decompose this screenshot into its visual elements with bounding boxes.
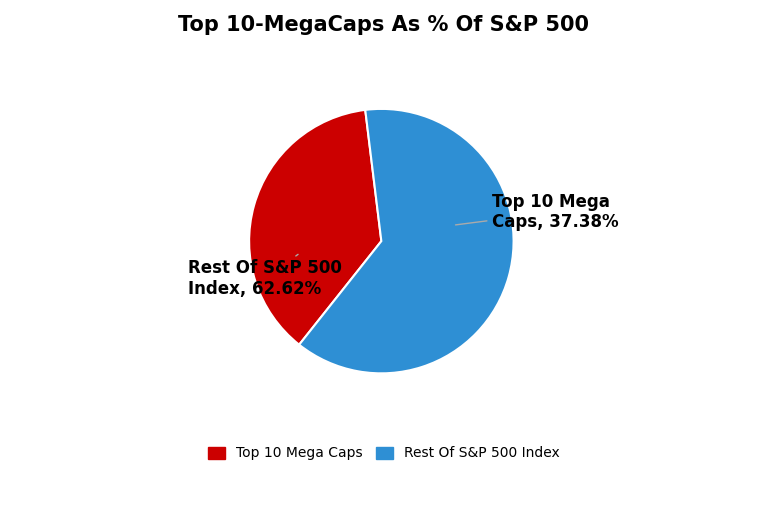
- Wedge shape: [249, 110, 382, 345]
- Text: Top 10 Mega
Caps, 37.38%: Top 10 Mega Caps, 37.38%: [455, 193, 619, 231]
- Title: Top 10-MegaCaps As % Of S&P 500: Top 10-MegaCaps As % Of S&P 500: [178, 15, 590, 35]
- Text: Rest Of S&P 500
Index, 62.62%: Rest Of S&P 500 Index, 62.62%: [188, 254, 343, 297]
- Legend: Top 10 Mega Caps, Rest Of S&P 500 Index: Top 10 Mega Caps, Rest Of S&P 500 Index: [201, 439, 567, 468]
- Wedge shape: [300, 109, 514, 374]
